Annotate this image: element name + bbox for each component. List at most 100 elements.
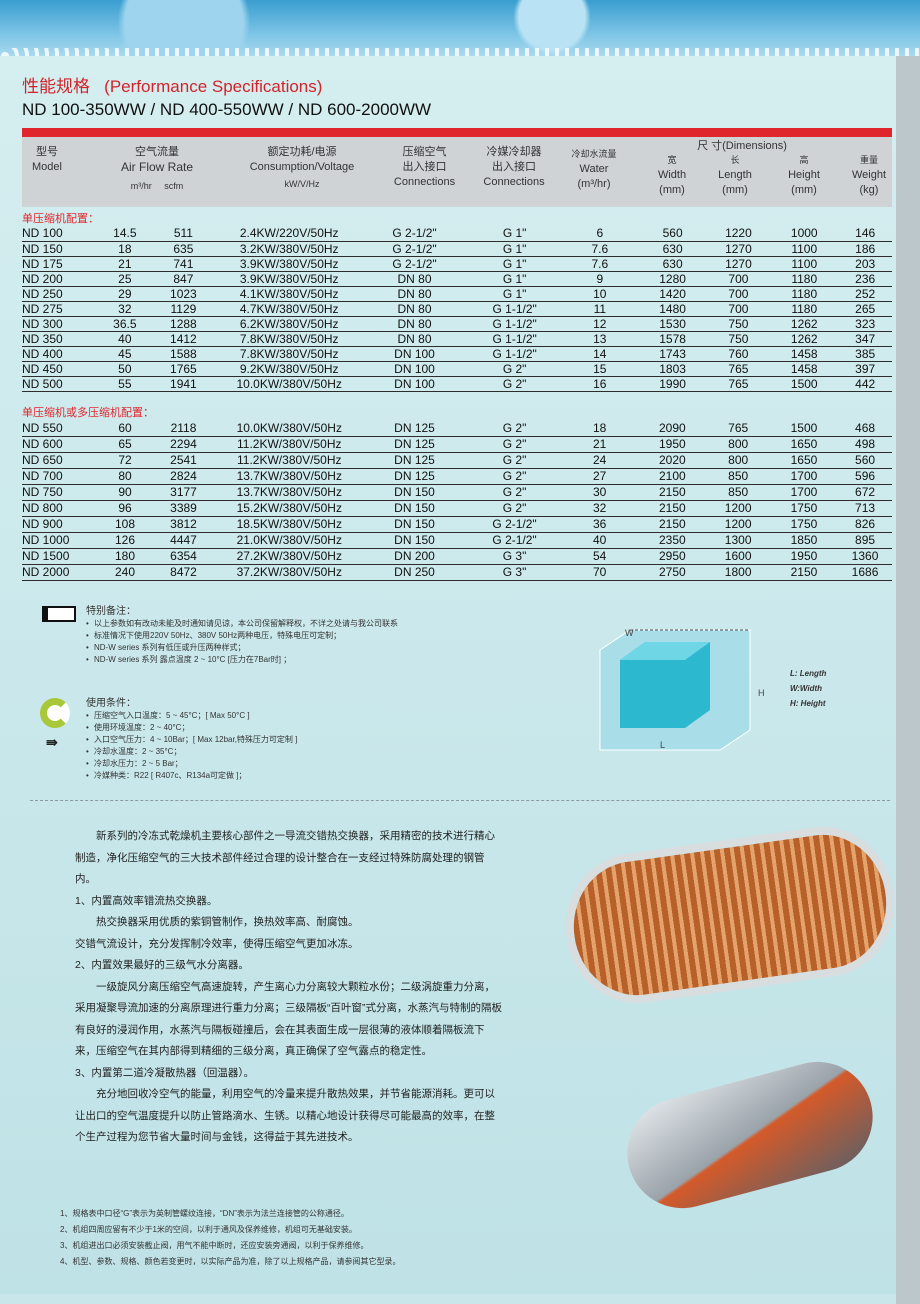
table-cell: 1650 (769, 436, 839, 453)
hdr-height-cn: 高 (799, 155, 809, 165)
table-cell: 24 (561, 452, 639, 469)
table-cell: 36.5 (100, 316, 150, 332)
table-cell: 11 (561, 301, 639, 317)
table-cell: 80 (100, 468, 150, 485)
hdr-weight: Weight (851, 169, 887, 181)
table-cell: 8472 (149, 564, 218, 581)
footnotes: 1、规格表中口径“G”表示为英制管螺纹连接，“DN”表示为法兰连接管的公称通径。… (60, 1206, 400, 1270)
description: 新系列的冷冻式乾燥机主要核心部件之一导流交错热交换器，采用精密的技术进行精心制造… (75, 826, 505, 1149)
table-cell: 3177 (149, 484, 218, 501)
table-cell: DN 100 (360, 361, 469, 377)
table-cell: 203 (838, 256, 892, 272)
table-row: ND 650 72 2541 11.2KW/380V/50Hz DN 125 G 2" 24… (22, 452, 892, 469)
hdr-flow: Air Flow Rate (120, 160, 194, 174)
legend-height: H: Height (790, 699, 826, 708)
table-cell: 1280 (638, 271, 707, 287)
note-item: 以上参数如有改动未能及时通知请见谅，本公司保留解释权，不详之处请与我公司联系 (86, 618, 398, 630)
notes-title: 特别备注： (86, 606, 136, 617)
table-cell: G 1" (468, 241, 562, 257)
hdr-length-cn: 长 (730, 155, 740, 165)
table-cell: 265 (838, 301, 892, 317)
table-row: ND 550 60 2118 10.0KW/380V/50Hz DN 125 G 2" 18… (22, 420, 892, 437)
table-cell: 3812 (149, 516, 218, 533)
table-cell: 15 (561, 361, 639, 377)
table-cell: 4.7KW/380V/50Hz (217, 301, 361, 317)
table-cell: 1750 (769, 500, 839, 517)
note-item: ND-W series 系列有低压或升压两种样式； (86, 642, 398, 654)
table-cell: ND 300 (22, 316, 101, 332)
table-cell: 27 (561, 468, 639, 485)
table-cell: DN 125 (360, 420, 469, 437)
table-cell: 65 (100, 436, 150, 453)
table-cell: 1743 (638, 346, 707, 362)
table-cell: 3.2KW/380V/50Hz (217, 241, 361, 257)
table-cell: 7.8KW/380V/50Hz (217, 331, 361, 347)
table-cell: 4.1KW/380V/50Hz (217, 286, 361, 302)
paragraph: 交错气流设计，充分发挥制冷效率，使得压缩空气更加冰冻。 (75, 937, 359, 950)
table-cell: DN 100 (360, 376, 469, 392)
table-cell: 1288 (149, 316, 218, 332)
table-cell: 713 (838, 500, 892, 517)
table-cell: 27.2KW/380V/50Hz (217, 548, 361, 565)
table-cell: 635 (149, 241, 218, 257)
table-cell: 18 (561, 420, 639, 437)
table-cell: G 2-1/2" (360, 226, 469, 242)
table-cell: 10.0KW/380V/50Hz (217, 376, 361, 392)
condition-item: 使用环境温度：2 ~ 40°C； (86, 722, 297, 734)
conditions-title: 使用条件： (86, 698, 136, 709)
table-cell: 741 (149, 256, 218, 272)
table-cell: ND 275 (22, 301, 101, 317)
table-cell: ND 600 (22, 436, 101, 453)
table-cell: 2150 (638, 484, 707, 501)
section-multi-compressor: 单压缩机或多压缩机配置： (22, 407, 154, 419)
table-cell: 7.8KW/380V/50Hz (217, 346, 361, 362)
table-cell: 1588 (149, 346, 218, 362)
table-cell: 36 (561, 516, 639, 533)
table-cell: 3.9KW/380V/50Hz (217, 271, 361, 287)
section-single-compressor: 单压缩机配置： (22, 213, 99, 225)
table-cell: G 2" (468, 436, 561, 453)
table-cell: 442 (838, 376, 892, 392)
table-cell: G 2-1/2" (468, 516, 561, 533)
table-cell: 32 (100, 301, 150, 317)
table-cell: 1700 (769, 484, 839, 501)
table-cell: 1180 (770, 301, 839, 317)
table-cell: 1800 (706, 564, 770, 581)
table-cell: DN 250 (360, 564, 469, 581)
table-cell: ND 1000 (22, 532, 101, 549)
hdr-width: Width (657, 169, 687, 181)
table-cell: 800 (706, 452, 770, 469)
condition-item: 冷却水压力：2 ~ 5 Bar； (86, 758, 297, 770)
table-cell: 1803 (638, 361, 707, 377)
legend-length: L: Length (790, 669, 827, 678)
footnote: 3、机组进出口必须安装截止阀，用气不能中断时，还应安装旁通阀，以利于保养维修。 (60, 1241, 369, 1250)
table-cell: 1262 (770, 316, 839, 332)
special-notes: 特别备注： 以上参数如有改动未能及时通知请见谅，本公司保留解释权，不详之处请与我… (86, 606, 398, 666)
table-cell: 1950 (638, 436, 707, 453)
hdr-kg: (kg) (859, 184, 879, 196)
table-cell: 1200 (706, 516, 770, 533)
footnote: 4、机型、参数、规格、颜色若变更时，以实际产品为准，除了以上规格产品，请参阅其它… (60, 1257, 401, 1266)
paragraph: 充分地回收冷空气的能量，利用空气的冷量来提升散热效果，并节省能源消耗。更可以让出… (75, 1088, 495, 1143)
table-cell: DN 150 (360, 532, 469, 549)
table-row: ND 100 14.5 511 2.4KW/220V/50Hz G 2-1/2" G 1"… (22, 226, 892, 242)
table-cell: 2090 (638, 420, 707, 437)
table-cell: 1180 (770, 286, 839, 302)
table-cell: 826 (838, 516, 892, 533)
table-cell: 21 (100, 256, 150, 272)
table-cell: 1000 (770, 226, 839, 242)
table-cell: 1990 (638, 376, 707, 392)
table-cell: 40 (561, 532, 639, 549)
dimension-diagram: W H L (599, 628, 765, 751)
table-cell: 765 (706, 376, 771, 392)
red-divider (22, 128, 892, 137)
table-cell: 1270 (706, 241, 771, 257)
table-cell: 126 (100, 532, 150, 549)
spec-table-multi: ND 550 60 2118 10.0KW/380V/50Hz DN 125 G 2" 18… (22, 420, 892, 581)
water-drops-banner (0, 0, 920, 56)
table-cell: DN 200 (360, 548, 469, 565)
table-cell: 1200 (706, 500, 770, 517)
table-cell: 72 (100, 452, 150, 469)
table-cell: G 2-1/2" (360, 241, 469, 257)
table-cell: 560 (838, 452, 892, 469)
